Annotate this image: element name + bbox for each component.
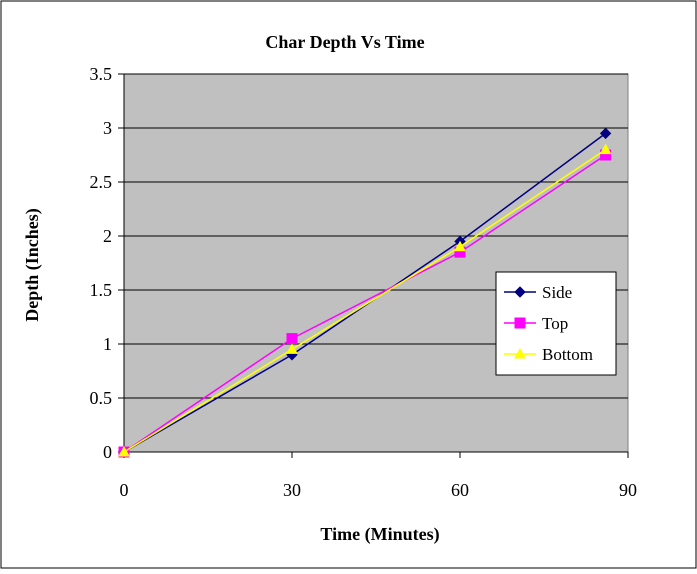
data-point-bottom <box>599 143 612 155</box>
legend-label-bottom: Bottom <box>542 345 593 364</box>
legend-marker-side <box>514 286 526 298</box>
y-tick-label: 2 <box>103 226 112 246</box>
y-axis-title: Depth (Inches) <box>22 208 43 322</box>
x-tick-label: 0 <box>120 480 129 500</box>
data-point-bottom <box>118 445 130 457</box>
legend-marker-bottom <box>514 347 526 359</box>
series-line-top <box>123 154 607 453</box>
y-tick-label: 2.5 <box>90 172 113 192</box>
y-tick-label: 0 <box>103 442 112 462</box>
x-tick-label: 30 <box>283 480 301 500</box>
y-tick-label: 1 <box>103 334 112 354</box>
series-bottom <box>118 143 612 457</box>
series-line-bottom <box>123 148 607 453</box>
data-point-bottom <box>286 343 298 354</box>
y-tick-label: 1.5 <box>90 280 113 300</box>
data-point-bottom <box>454 240 466 252</box>
legend-label-top: Top <box>542 314 568 333</box>
legend: Side Top Bottom <box>495 271 617 376</box>
y-tick-label: 0.5 <box>90 388 113 408</box>
legend-label-side: Side <box>542 283 572 302</box>
chart-title: Char Depth Vs Time <box>265 32 424 52</box>
x-tick-label: 90 <box>619 480 637 500</box>
x-tick-label: 60 <box>451 480 469 500</box>
data-point-side <box>599 127 612 140</box>
y-tick-label: 3 <box>103 118 112 138</box>
y-tick-label: 3.5 <box>90 64 113 84</box>
series-layer <box>118 127 612 458</box>
axes: 0 0.5 1 1.5 2 2.5 3 3.5 0 30 60 90 <box>90 64 638 500</box>
legend-marker-top <box>514 317 526 329</box>
data-point-top <box>286 333 298 345</box>
x-axis-title: Time (Minutes) <box>320 524 439 545</box>
plot-area <box>123 73 629 453</box>
